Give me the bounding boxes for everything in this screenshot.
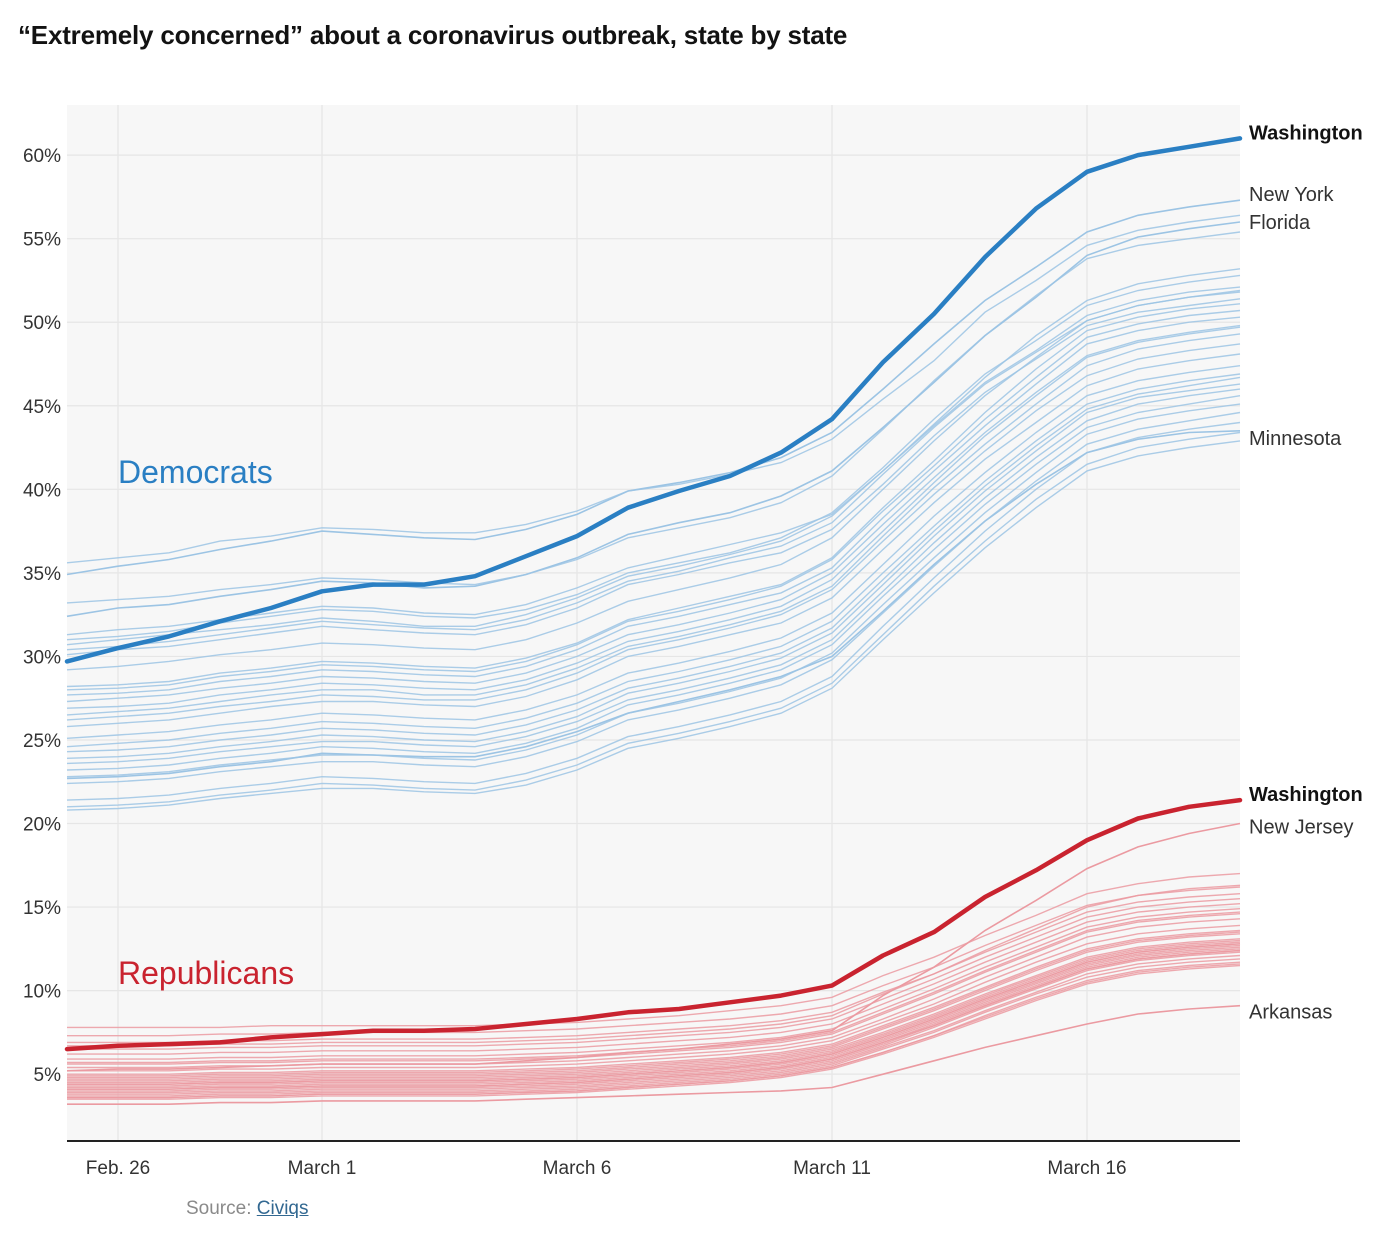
line-new-york-democrats	[66, 199, 1241, 576]
group-label-republicans: Republicans	[118, 955, 294, 991]
line-minnesota-democrats	[66, 430, 1241, 780]
y-tick-label: 10%	[23, 982, 61, 1003]
end-label-arkansas: Arkansas	[1249, 1002, 1332, 1024]
democrat-state-line	[66, 274, 1241, 641]
democrat-state-line	[66, 333, 1241, 716]
highlighted-state-lines	[64, 136, 1243, 1052]
x-tick-label: March 16	[1047, 1158, 1126, 1179]
republican-state-line	[67, 913, 1241, 1065]
y-tick-label: 50%	[23, 313, 61, 334]
line-new-jersey-republicans	[66, 822, 1241, 1072]
line-end-labels: Washington Washington New York Florida Minne…	[1249, 122, 1363, 1023]
democrat-state-line	[66, 383, 1241, 759]
republican-state-line	[67, 943, 1241, 1085]
democrat-state-line	[66, 309, 1241, 691]
y-tick-label: 20%	[23, 815, 61, 836]
democrat-state-line	[66, 376, 1241, 753]
republican-state-line	[67, 941, 1241, 1084]
end-label-minnesota: Minnesota	[1249, 428, 1342, 450]
y-tick-label: 5%	[34, 1065, 62, 1086]
democrat-state-line	[66, 343, 1241, 721]
source-note: Source: Civiqs	[186, 1198, 309, 1220]
democrat-state-line	[66, 298, 1241, 656]
plot-background	[67, 105, 1240, 1141]
democrat-state-line	[66, 268, 1241, 636]
labeled-state-lines	[66, 199, 1241, 1105]
source-prefix: Source:	[186, 1198, 257, 1219]
democrats-background-lines	[66, 214, 1241, 811]
republicans-background-lines	[67, 872, 1241, 1100]
democrat-state-line	[66, 365, 1241, 739]
end-label-new-york: New York	[1249, 184, 1334, 206]
democrat-state-line	[66, 431, 1241, 808]
republican-state-line	[67, 939, 1241, 1082]
republican-state-line	[67, 958, 1241, 1097]
republican-state-line	[67, 944, 1241, 1087]
democrat-state-line	[66, 395, 1241, 771]
y-tick-label: 45%	[23, 397, 61, 418]
democrat-state-line	[66, 324, 1241, 703]
republican-state-line	[67, 893, 1241, 1044]
y-tick-label: 55%	[23, 230, 61, 251]
democrat-state-line	[66, 214, 1241, 564]
republican-state-line	[67, 929, 1241, 1075]
line-arkansas-republicans	[67, 1004, 1241, 1105]
republican-state-line	[67, 908, 1241, 1060]
group-labels: Democrats Republicans	[118, 454, 294, 991]
y-tick-label: 60%	[23, 146, 61, 167]
source-link[interactable]: Civiqs	[256, 1198, 309, 1219]
republican-state-line	[67, 886, 1241, 1037]
line-washington-republicans	[64, 797, 1243, 1052]
republican-state-line	[67, 884, 1241, 1047]
x-tick-label: Feb. 26	[86, 1158, 150, 1179]
republican-state-line	[67, 954, 1241, 1095]
line-washington-democrats	[64, 136, 1243, 664]
democrat-state-line	[66, 411, 1241, 785]
republican-state-line	[67, 933, 1241, 1079]
chart-title: “Extremely concerned” about a coronaviru…	[18, 20, 848, 50]
democrat-state-line	[66, 388, 1241, 765]
republican-state-line	[67, 898, 1241, 1050]
democrat-state-line	[66, 403, 1241, 778]
republican-state-line	[67, 924, 1241, 1072]
republican-state-line	[67, 938, 1241, 1080]
democrat-state-line	[66, 286, 1241, 646]
line-florida-democrats	[66, 221, 1241, 618]
republican-state-line	[67, 949, 1241, 1090]
y-tick-label: 30%	[23, 647, 61, 668]
axes: 5% 10% 15% 20% 25% 30% 35% 40% 45% 50% 55% 60% Feb. …	[23, 146, 1240, 1179]
democrat-state-line	[66, 289, 1241, 671]
republican-state-line	[67, 872, 1241, 1029]
republican-state-line	[67, 963, 1241, 1099]
x-tick-label: March 1	[288, 1158, 357, 1179]
republican-state-line	[67, 931, 1241, 1077]
y-tick-label: 15%	[23, 898, 61, 919]
republican-state-line	[67, 903, 1241, 1055]
republican-state-line	[67, 946, 1241, 1089]
democrat-state-line	[66, 440, 1241, 811]
democrat-state-line	[66, 291, 1241, 651]
republican-state-line	[67, 964, 1241, 1100]
group-label-democrats: Democrats	[118, 454, 273, 490]
y-tick-label: 40%	[23, 480, 61, 501]
x-tick-label: March 11	[793, 1158, 871, 1179]
democrat-state-line	[66, 303, 1241, 688]
republican-state-line	[67, 951, 1241, 1094]
y-tick-label: 25%	[23, 731, 61, 752]
end-label-washington-democrats: Washington	[1249, 122, 1363, 144]
democrat-state-line	[66, 326, 1241, 709]
democrat-state-line	[66, 373, 1241, 748]
democrat-state-line	[66, 353, 1241, 728]
y-tick-label: 35%	[23, 564, 61, 585]
democrat-state-line	[66, 421, 1241, 801]
x-tick-label: March 6	[543, 1158, 612, 1179]
end-label-washington-republicans: Washington	[1249, 784, 1363, 806]
democrat-state-line	[66, 316, 1241, 696]
end-label-new-jersey: New Jersey	[1249, 817, 1353, 839]
end-label-florida: Florida	[1249, 212, 1311, 234]
